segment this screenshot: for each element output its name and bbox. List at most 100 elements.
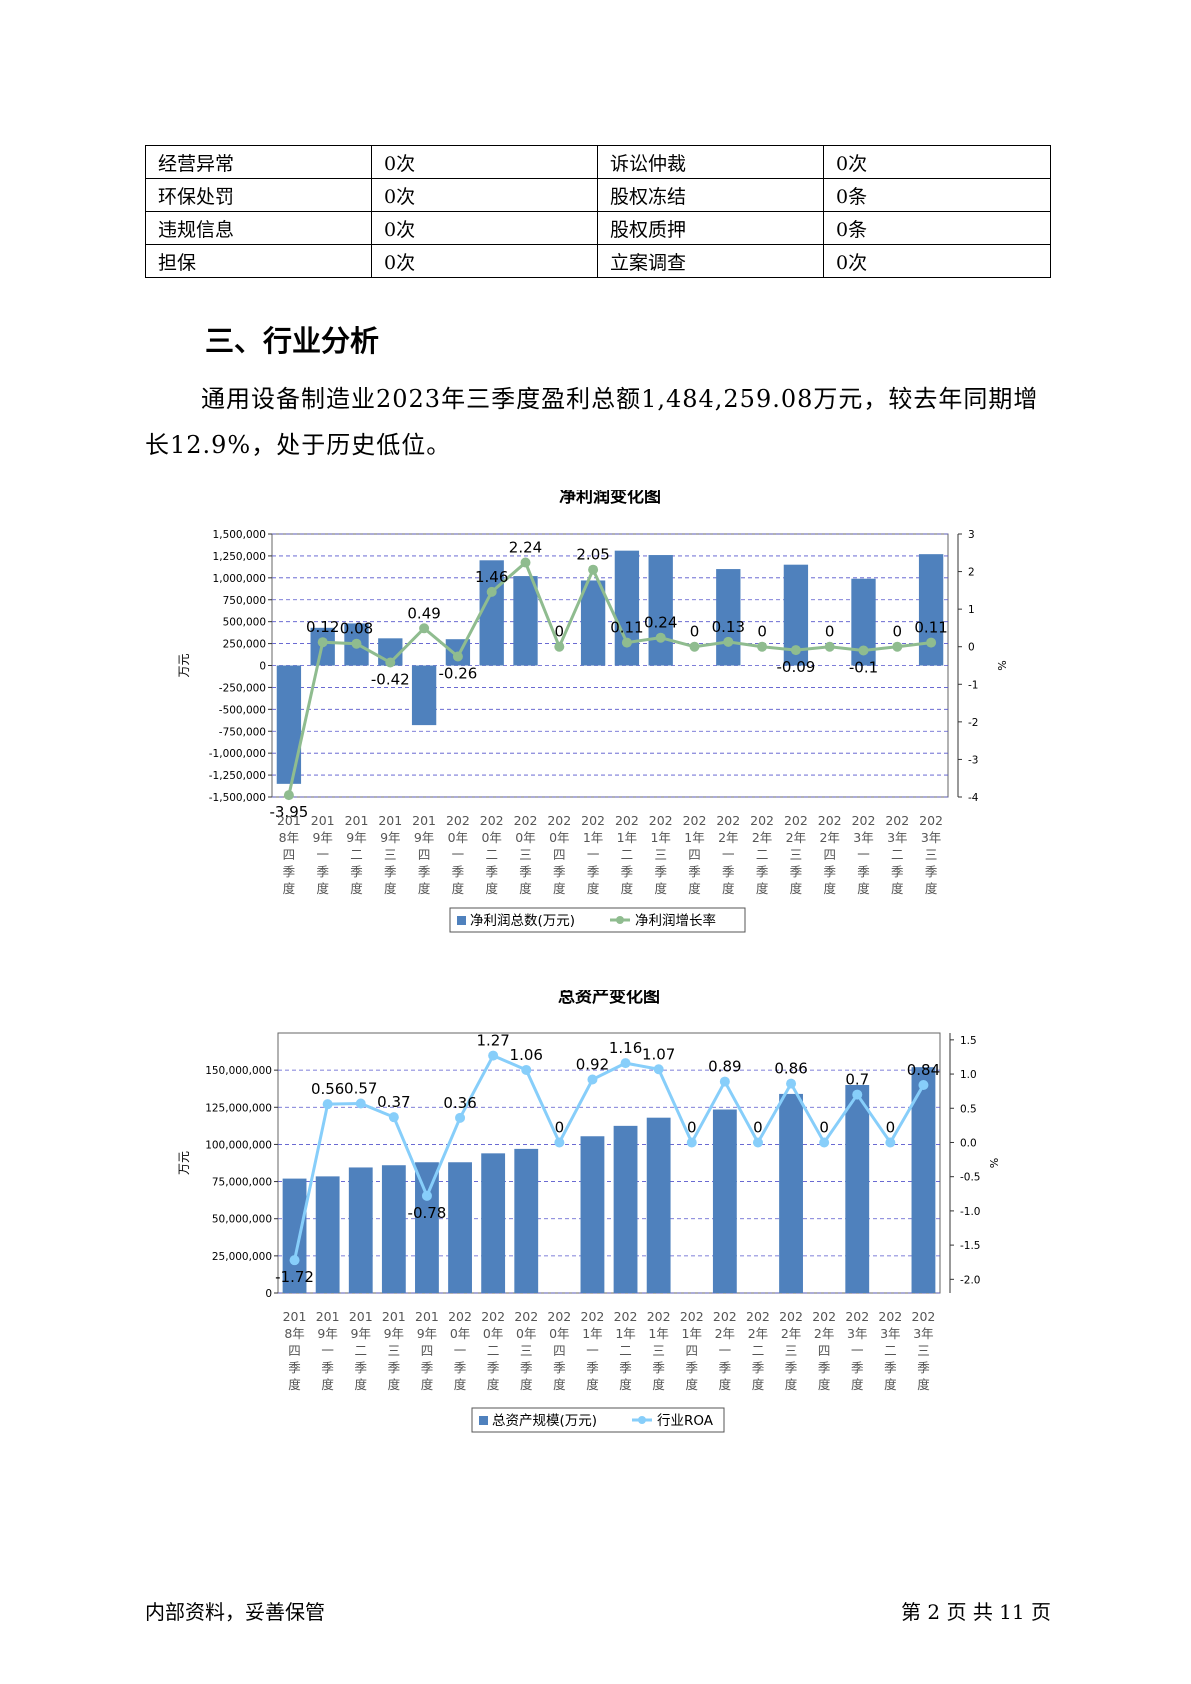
bar <box>479 560 504 666</box>
footer-confidential-note: 内部资料，妥善保管 <box>145 1600 325 1624</box>
x-tick-label: 度 <box>587 881 600 896</box>
x-tick-label: 度 <box>756 881 769 896</box>
x-tick-label: 季 <box>321 1360 334 1375</box>
data-label: -0.26 <box>438 664 477 682</box>
x-tick-label: 202 <box>649 813 673 828</box>
line-point <box>655 632 666 643</box>
y-tick-label: 0 <box>265 1288 272 1300</box>
line-point <box>892 641 903 652</box>
data-label: 0.11 <box>914 619 947 637</box>
x-tick-label: 3年 <box>880 1326 900 1341</box>
risk-table-row: 经营异常 0次 诉讼仲裁 0次 <box>145 145 1051 179</box>
footer-page-number: 第 2 页 共 11 页 <box>901 1600 1051 1624</box>
x-tick-label: 202 <box>878 1309 902 1324</box>
x-tick-label: 9年 <box>351 1326 371 1341</box>
x-tick-label: 季 <box>851 1360 864 1375</box>
x-tick-label: 3年 <box>853 830 873 845</box>
section-title: 三、行业分析 <box>205 324 380 358</box>
x-tick-label: 四 <box>818 1343 831 1358</box>
line-point <box>289 1255 300 1266</box>
x-tick-label: 季 <box>719 1360 732 1375</box>
x-tick-label: 二 <box>619 1343 632 1358</box>
x-tick-label: 三 <box>785 1343 798 1358</box>
right-tick-label: -1 <box>968 679 978 691</box>
data-label: 0.89 <box>708 1058 741 1076</box>
x-tick-label: 202 <box>514 813 538 828</box>
x-tick-label: 202 <box>446 813 470 828</box>
risk-table-row: 违规信息 0次 股权质押 0条 <box>145 211 1051 245</box>
line-point <box>452 651 463 662</box>
risk-item-count: 0次 <box>371 178 598 212</box>
y-tick-label: 125,000,000 <box>205 1102 272 1114</box>
x-tick-label: 一 <box>851 1343 864 1358</box>
x-tick-label: 季 <box>519 864 532 879</box>
x-tick-label: 度 <box>520 1377 533 1392</box>
x-tick-label: 度 <box>454 1377 467 1392</box>
x-tick-label: 四 <box>685 1343 698 1358</box>
data-label: 0 <box>825 623 835 641</box>
risk-item-count: 0次 <box>823 244 1051 278</box>
x-tick-label: 度 <box>350 881 363 896</box>
x-tick-label: 202 <box>480 813 504 828</box>
line-point <box>885 1137 896 1148</box>
x-tick-label: 202 <box>885 813 909 828</box>
x-tick-label: 202 <box>615 813 639 828</box>
x-tick-label: 0年 <box>448 830 468 845</box>
x-tick-label: 四 <box>688 847 701 862</box>
x-tick-label: 9年 <box>414 830 434 845</box>
right-tick-label: 1.0 <box>960 1069 977 1081</box>
line-point <box>486 586 497 597</box>
line-point <box>621 637 632 648</box>
x-tick-label: 二 <box>756 847 769 862</box>
y-tick-label: 50,000,000 <box>212 1214 272 1226</box>
line-point <box>858 645 869 656</box>
line-point <box>653 1064 664 1075</box>
net-profit-chart-svg: 净利润变化图 -1,500,000 -1,250,000 -1,000,000 -750… <box>177 486 1008 933</box>
x-tick-label: 202 <box>581 1309 605 1324</box>
x-tick-label: 201 <box>277 813 301 828</box>
x-tick-label: 季 <box>654 864 667 879</box>
right-tick-label: -1.0 <box>960 1206 981 1218</box>
x-tick-label: 季 <box>884 1360 897 1375</box>
right-tick-label: -4 <box>968 792 979 804</box>
y-tick-label: -250,000 <box>219 682 266 694</box>
bar <box>918 554 944 666</box>
x-tick-label: 2年 <box>748 1326 768 1341</box>
x-tick-label: 202 <box>919 813 943 828</box>
x-tick-label: 2年 <box>715 1326 735 1341</box>
y-tick-label: 75,000,000 <box>212 1177 272 1189</box>
data-label: 0 <box>886 1118 896 1136</box>
right-tick-label: 1 <box>968 604 975 616</box>
bar <box>613 1125 638 1293</box>
line-point <box>689 641 700 652</box>
x-tick-label: 度 <box>619 1377 632 1392</box>
x-tick-label: 季 <box>688 864 701 879</box>
x-tick-label: 度 <box>421 1377 434 1392</box>
line-point <box>757 641 768 652</box>
line-point <box>819 1137 830 1148</box>
x-tick-label: 季 <box>354 1360 367 1375</box>
x-tick-label: 度 <box>823 881 836 896</box>
x-tick-label: 一 <box>857 847 870 862</box>
y-tick-label: -1,000,000 <box>209 748 266 760</box>
data-label: 0.84 <box>907 1061 940 1079</box>
x-tick-label: 202 <box>912 1309 936 1324</box>
x-tick-label: 2年 <box>781 1326 801 1341</box>
x-tick-label: 2年 <box>814 1326 834 1341</box>
x-tick-label: 3年 <box>921 830 941 845</box>
x-tick-label: 二 <box>752 1343 765 1358</box>
x-tick-label: 三 <box>652 1343 665 1358</box>
x-tick-label: 202 <box>614 1309 638 1324</box>
x-tick-label: 度 <box>316 881 329 896</box>
line-point <box>752 1137 763 1148</box>
x-tick-label: 度 <box>452 881 465 896</box>
x-tick-label: 季 <box>452 864 465 879</box>
x-tick-label: 202 <box>812 1309 836 1324</box>
line-point <box>719 1076 730 1087</box>
x-tick-label: 0年 <box>549 830 569 845</box>
x-tick-label: 度 <box>652 1377 665 1392</box>
bar <box>348 1167 373 1293</box>
x-tick-label: 1年 <box>684 830 704 845</box>
x-tick-label: 季 <box>350 864 363 879</box>
x-tick-label: 9年 <box>384 1326 404 1341</box>
